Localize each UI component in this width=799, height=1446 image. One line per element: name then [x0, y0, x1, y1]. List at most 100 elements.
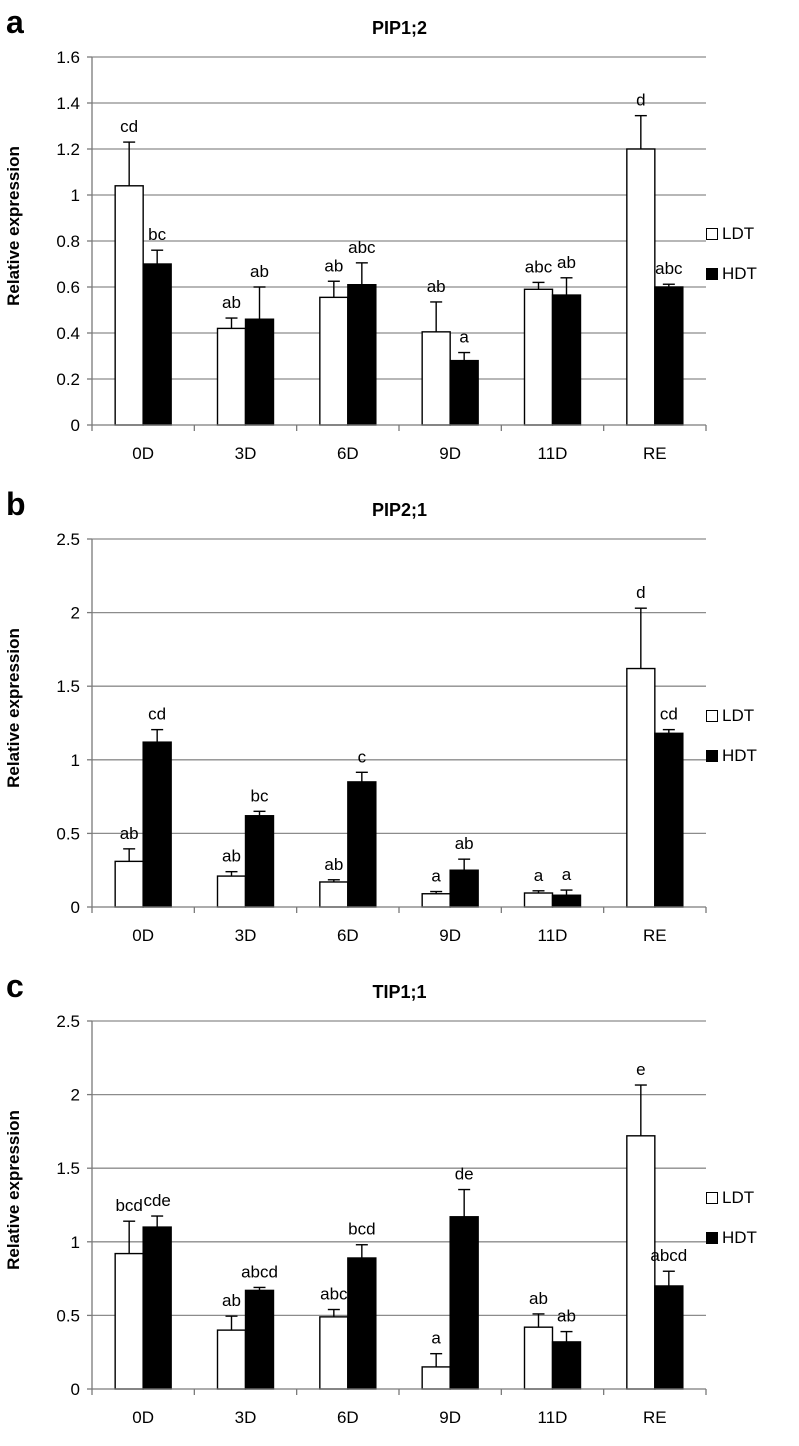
bar-ldt: [114, 1252, 144, 1390]
y-tick-label: 1: [71, 186, 80, 205]
y-tick-label: 0.6: [56, 278, 80, 297]
bar-significance-label: e: [636, 1060, 645, 1079]
x-tick-label: 3D: [235, 1408, 257, 1427]
bar-significance-label: ab: [557, 253, 576, 272]
y-tick-label: 0.4: [56, 324, 80, 343]
y-tick-label: 1.4: [56, 94, 80, 113]
bar-hdt: [142, 263, 172, 426]
bar-significance-label: cd: [120, 117, 138, 136]
bar-significance-label: c: [358, 747, 367, 766]
bar-significance-label: abc: [348, 238, 376, 257]
x-tick-label: RE: [643, 926, 667, 945]
bar-ldt: [626, 667, 656, 908]
legend-label-hdt: HDT: [722, 746, 757, 765]
bar-ldt: [523, 892, 554, 908]
x-tick-label: 0D: [132, 926, 154, 945]
bar-hdt: [449, 869, 479, 908]
y-tick-label: 1.5: [56, 1159, 80, 1178]
y-axis-label-c: Relative expression: [4, 1110, 23, 1270]
x-tick-label: 9D: [439, 926, 461, 945]
legend-label-hdt: HDT: [722, 1228, 757, 1247]
legend-a: LDT HDT: [706, 224, 757, 304]
legend-swatch-ldt: [706, 228, 718, 240]
bar-ldt: [114, 185, 144, 426]
bar-hdt: [347, 284, 377, 426]
bar-significance-label: a: [431, 867, 441, 886]
bar-significance-label: de: [455, 1165, 474, 1184]
y-axis-label-a: Relative expression: [4, 146, 23, 306]
bar-ldt: [523, 1326, 554, 1390]
bar-ldt: [421, 893, 451, 908]
bar-hdt: [244, 815, 275, 908]
chart-panel-c: 0 0.5 1 1.5 2 2.5 bcd cde 0D ab abcd 3D abc bcd 6D a de 9…: [0, 964, 799, 1446]
chart-plot-a: 00.20.40.60.811.21.41.6cdbc0Dabab3Dababc…: [56, 48, 707, 463]
bar-ldt: [523, 288, 554, 426]
y-tick-label: 1: [71, 1233, 80, 1252]
bar-significance-label: ab: [557, 1307, 576, 1326]
panel-letter-b: b: [6, 486, 26, 522]
bar-significance-label: abc: [525, 257, 553, 276]
y-tick-label: 2.5: [56, 530, 80, 549]
x-tick-label: 6D: [337, 1408, 359, 1427]
bar-hdt: [654, 732, 684, 908]
panel-letter-c: c: [6, 968, 24, 1004]
legend-label-hdt: HDT: [722, 264, 757, 283]
y-tick-label: 1.6: [56, 48, 80, 67]
y-tick-label: 2: [71, 1086, 80, 1105]
bar-ldt: [216, 1329, 247, 1390]
bar-significance-label: ab: [455, 834, 474, 853]
legend-label-ldt: LDT: [722, 1188, 755, 1207]
bar-ldt: [421, 331, 451, 426]
bar-ldt: [216, 875, 247, 908]
x-tick-label: 0D: [132, 444, 154, 463]
bar-ldt: [319, 296, 349, 426]
bar-significance-label: bcd: [115, 1196, 142, 1215]
chart-panel-b: 0 0.5 1 1.5 2 2.5 ab cd 0D ab bc 3D ab c 6D a ab 9D a a 11D d…: [0, 482, 799, 964]
bar-hdt: [347, 1257, 377, 1390]
y-tick-label: 0.2: [56, 370, 80, 389]
x-tick-label: 11D: [538, 1408, 568, 1427]
legend-item-ldt: LDT: [706, 224, 757, 244]
bar-ldt: [114, 860, 144, 908]
y-tick-label: 2.5: [56, 1012, 80, 1031]
x-tick-label: 3D: [235, 444, 257, 463]
bar-significance-label: cd: [660, 705, 678, 724]
bar-ldt: [216, 327, 247, 426]
y-tick-label: 0.5: [56, 1306, 80, 1325]
bar-significance-label: abc: [320, 1285, 348, 1304]
bar-significance-label: ab: [120, 824, 139, 843]
bar-significance-label: abcd: [241, 1262, 278, 1281]
y-tick-label: 0.5: [56, 824, 80, 843]
bar-ldt: [626, 1135, 656, 1390]
bar-hdt: [142, 1226, 172, 1390]
bar-significance-label: a: [431, 1329, 441, 1348]
bar-significance-label: cde: [143, 1191, 170, 1210]
bar-significance-label: ab: [324, 256, 343, 275]
bar-hdt: [551, 894, 582, 908]
bar-ldt: [421, 1366, 451, 1390]
bar-significance-label: ab: [250, 262, 269, 281]
legend-item-hdt: HDT: [706, 264, 757, 284]
panel-letter-a: a: [6, 4, 24, 40]
bar-significance-label: ab: [222, 847, 241, 866]
bar-significance-label: abc: [655, 259, 683, 278]
bar-ldt: [626, 148, 656, 426]
x-tick-label: 6D: [337, 444, 359, 463]
bar-significance-label: a: [534, 866, 544, 885]
legend-label-ldt: LDT: [722, 224, 755, 243]
legend-item-hdt: HDT: [706, 1228, 757, 1248]
x-tick-label: 11D: [538, 444, 568, 463]
y-tick-label: 2: [71, 604, 80, 623]
bar-significance-label: a: [562, 865, 572, 884]
bar-hdt: [244, 1289, 275, 1390]
bar-significance-label: a: [459, 328, 469, 347]
bar-hdt: [654, 1285, 684, 1390]
x-tick-label: 11D: [538, 926, 568, 945]
y-tick-label: 1: [71, 751, 80, 770]
bar-significance-label: abcd: [650, 1246, 687, 1265]
chart-panel-a: 0 0.2 0.4 0.6 0.8 1 1.2 1.4 1.6 cd bc 0D ab ab 3D ab abc…: [0, 0, 799, 482]
x-tick-label: RE: [643, 444, 667, 463]
y-tick-label: 1.5: [56, 677, 80, 696]
legend-swatch-hdt: [706, 268, 718, 280]
